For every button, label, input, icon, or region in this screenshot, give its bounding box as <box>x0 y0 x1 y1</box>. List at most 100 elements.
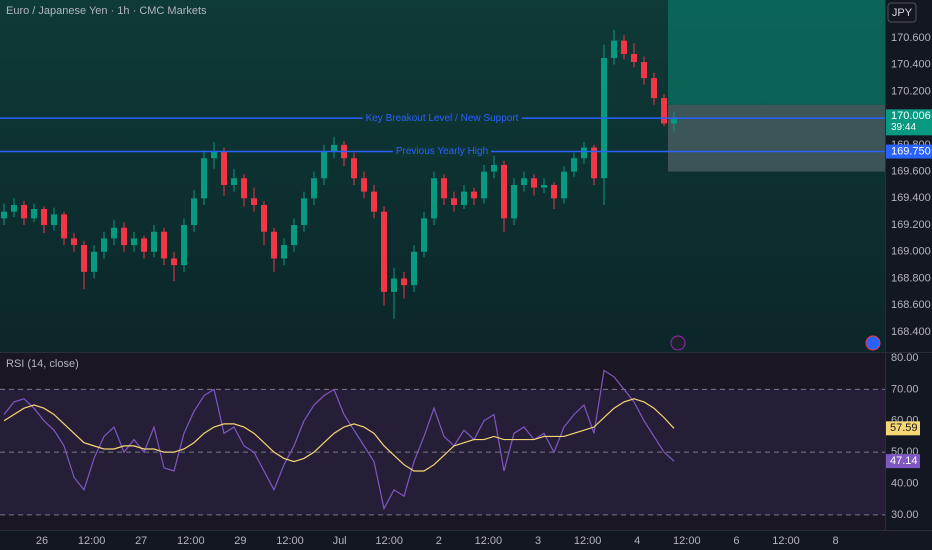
x-tick-label: 26 <box>36 535 48 547</box>
level-axis-label: 169.750 <box>891 145 931 157</box>
y-tick-label: 169.400 <box>891 192 931 204</box>
rsi-line <box>3 398 675 472</box>
y-tick-label: 169.200 <box>891 219 931 231</box>
candle-body <box>61 214 67 239</box>
candle-body <box>641 62 647 79</box>
y-tick-label: 170.600 <box>891 32 931 44</box>
candle-body <box>241 178 247 199</box>
alert-icon[interactable] <box>670 335 686 351</box>
level-label: Key Breakout Level / New Support <box>366 113 519 124</box>
candle-body <box>441 178 447 199</box>
rsi-tick-label: 40.00 <box>891 477 919 489</box>
y-tick-label: 170.200 <box>891 85 931 97</box>
candle-body <box>21 204 27 219</box>
candle-body <box>431 178 437 219</box>
price-plot: Key Breakout Level / New Support Previous… <box>0 0 885 319</box>
candle-body <box>141 238 147 252</box>
level-label-bg <box>392 146 492 158</box>
candle-body <box>121 227 127 246</box>
candle-body <box>171 258 177 266</box>
candle-body <box>51 214 57 226</box>
candle-body <box>101 238 107 252</box>
candle-body <box>91 251 97 272</box>
y-tick-label: 168.600 <box>891 299 931 311</box>
target-zone <box>668 0 885 105</box>
x-tick-label: 12:00 <box>574 535 602 547</box>
candle-body <box>581 147 587 159</box>
x-tick-label: Jul <box>333 535 347 547</box>
candle-body <box>631 53 637 63</box>
x-tick-label: 27 <box>135 535 147 547</box>
candle-body <box>311 178 317 199</box>
candle-body <box>551 184 557 199</box>
candle-body <box>591 147 597 179</box>
candle-body <box>571 158 577 172</box>
x-tick-label: 12:00 <box>475 535 503 547</box>
candle-body <box>521 178 527 185</box>
candle-body <box>131 238 137 246</box>
candle-body <box>471 191 477 199</box>
candle-body <box>251 198 257 205</box>
candle-body <box>381 211 387 292</box>
candle-body <box>561 171 567 199</box>
candle-body <box>201 158 207 199</box>
candle-body <box>611 40 617 58</box>
candle-body <box>31 209 37 219</box>
stop-zone <box>668 104 885 172</box>
candle-body <box>1 211 7 219</box>
candle-body <box>291 225 297 246</box>
candle-body <box>271 231 277 259</box>
event-icon[interactable] <box>865 335 881 351</box>
y-tick-label: 169.600 <box>891 165 931 177</box>
x-tick-label: 29 <box>234 535 246 547</box>
rsi-plot <box>0 369 885 516</box>
candle-body <box>281 245 287 259</box>
candle-body <box>211 151 217 159</box>
last-price-label: 170.006 <box>891 110 931 122</box>
candle-body <box>111 227 117 239</box>
candle-body <box>411 251 417 286</box>
candle-body <box>661 98 667 124</box>
candle-body <box>531 178 537 188</box>
candle-body <box>151 231 157 252</box>
candle-body <box>261 204 267 232</box>
rsi-pane <box>0 353 885 530</box>
y-tick-label: 170.400 <box>891 59 931 71</box>
y-tick-label: 168.400 <box>891 326 931 338</box>
rsi-tick-label: 80.00 <box>891 352 919 364</box>
y-tick-label: 169.000 <box>891 246 931 258</box>
x-tick-label: 12:00 <box>177 535 205 547</box>
price-pane <box>0 0 885 352</box>
x-tick-label: 3 <box>535 535 541 547</box>
candle-body <box>651 78 657 99</box>
candle-body <box>371 191 377 212</box>
last-price-tag <box>886 109 932 136</box>
rsi-value-tag <box>886 454 920 469</box>
rsi-line <box>3 369 675 511</box>
candle-body <box>361 178 367 192</box>
countdown-label: 39:44 <box>891 122 916 133</box>
x-tick-label: 6 <box>733 535 739 547</box>
rsi-title: RSI (14, close) <box>6 358 79 370</box>
currency-label[interactable]: JPY <box>892 7 913 19</box>
x-tick-label: 2 <box>436 535 442 547</box>
rsi-value-tag <box>886 421 920 436</box>
candle-body <box>671 117 677 124</box>
candle-body <box>81 245 87 272</box>
candle-body <box>451 198 457 205</box>
candle-body <box>501 164 507 219</box>
level-axis-tag <box>886 144 932 159</box>
candle-body <box>11 204 17 212</box>
candle-body <box>491 164 497 172</box>
rsi-value-label: 47.14 <box>890 455 918 467</box>
candle-body <box>161 231 167 259</box>
candle-body <box>541 184 547 188</box>
currency-box[interactable] <box>887 2 917 23</box>
candle-body <box>391 278 397 292</box>
level-label: Previous Yearly High <box>396 146 488 157</box>
rsi-tick-label: 30.00 <box>891 509 919 521</box>
y-tick-label: 168.800 <box>891 272 931 284</box>
x-tick-label: 8 <box>833 535 839 547</box>
rsi-tick-label: 70.00 <box>891 383 919 395</box>
